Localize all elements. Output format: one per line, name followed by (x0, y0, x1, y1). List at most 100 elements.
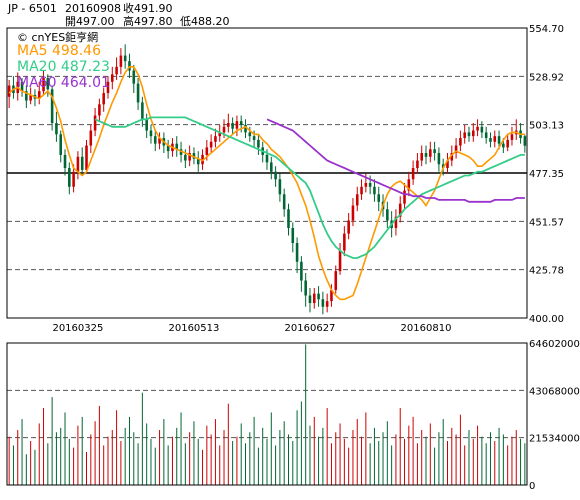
candle-body (205, 147, 209, 155)
price-grid (7, 75, 527, 271)
candle-body (450, 153, 454, 161)
candle-body (123, 55, 127, 62)
candlestick (287, 203, 290, 236)
candle-body (523, 136, 527, 146)
candle-body (218, 132, 222, 137)
candle-body (347, 220, 350, 234)
moving-average-lines (8, 66, 525, 301)
candlestick (360, 179, 363, 200)
candlestick (338, 243, 342, 275)
close-price: 收491.90 (123, 2, 173, 15)
candlestick (351, 198, 355, 227)
price-candles (7, 44, 527, 315)
candle-body (166, 145, 170, 152)
candlestick (506, 134, 509, 152)
ma5-legend: MA5 498.46 (17, 43, 101, 59)
candlestick (153, 130, 157, 152)
volume-tick-label: 21534000 (529, 434, 580, 445)
candle-body (102, 93, 105, 105)
candlestick (102, 87, 105, 112)
candle-body (93, 115, 97, 131)
candlestick (317, 286, 320, 307)
candle-body (257, 139, 260, 148)
candle-body (360, 186, 363, 195)
candlestick (321, 291, 325, 315)
candlestick (76, 151, 80, 180)
ma60-line (266, 118, 525, 203)
candlestick (175, 136, 179, 157)
candlestick (106, 76, 110, 99)
candle-body (80, 156, 84, 170)
candlestick (347, 213, 350, 240)
candlestick (248, 126, 252, 142)
candle-body (441, 164, 445, 169)
candle-body (489, 138, 492, 142)
brand-name: cnYES鉅亨網 (31, 31, 99, 44)
price-tick-label: 451.57 (529, 217, 564, 228)
volume-grid (7, 389, 527, 439)
candle-body (411, 168, 415, 180)
candlestick (514, 119, 518, 140)
candlestick (37, 81, 41, 105)
high-price: 高497.80 (123, 15, 173, 28)
date-axis: 20160325 20160513 20160627 20160810 (52, 323, 451, 334)
candlestick (386, 201, 389, 229)
ma20-legend: MA20 487.23 (17, 59, 110, 75)
candle-body (7, 85, 11, 97)
ma5-line (8, 66, 525, 301)
candlestick (308, 288, 312, 313)
candlestick (467, 126, 471, 142)
candlestick (377, 186, 381, 212)
candle-body (459, 138, 462, 146)
candle-body (467, 132, 471, 137)
candle-body (386, 209, 389, 221)
ma60-legend: MA60 464.01 (17, 75, 110, 91)
candlestick (270, 156, 273, 180)
candlestick (523, 134, 527, 153)
candle-body (407, 179, 411, 191)
candle-body (433, 149, 436, 154)
price-tick-label: 400.00 (529, 314, 564, 325)
price-tick-label: 554.70 (529, 24, 564, 35)
candlestick (334, 265, 338, 294)
price-tick-label: 425.78 (529, 266, 564, 277)
candlestick (50, 85, 54, 131)
candlestick (93, 108, 97, 137)
candle-body (321, 299, 325, 307)
price-axis: 554.70 528.92 503.13 477.35 451.57 425.78 400.… (529, 24, 564, 325)
candle-body (429, 149, 432, 157)
low-price: 低488.20 (180, 15, 230, 28)
candle-body (141, 102, 144, 120)
candlestick (119, 48, 123, 75)
candle-body (317, 293, 320, 300)
candle-body (248, 132, 252, 137)
candle-body (506, 139, 509, 148)
candlestick (257, 134, 260, 155)
candle-body (68, 168, 71, 187)
candlestick (42, 70, 45, 95)
candle-body (37, 91, 41, 99)
candle-body (325, 301, 329, 307)
candle-body (63, 154, 67, 169)
candlestick (463, 124, 466, 144)
candle-body (209, 141, 213, 148)
candle-body (471, 130, 475, 137)
candlestick (115, 57, 118, 80)
candle-body (416, 160, 419, 169)
candle-body (175, 143, 179, 150)
candle-body (463, 132, 466, 139)
candle-body (55, 123, 58, 135)
candle-body (239, 121, 243, 125)
candle-body (454, 145, 458, 154)
candlestick (398, 196, 402, 223)
candle-body (312, 293, 316, 304)
candle-body (252, 136, 256, 140)
candle-body (493, 136, 497, 142)
candlestick (424, 145, 428, 165)
candlestick (437, 147, 441, 172)
candle-body (355, 194, 359, 206)
candlestick (235, 115, 239, 137)
candle-body (394, 216, 398, 229)
candle-body (184, 154, 187, 161)
